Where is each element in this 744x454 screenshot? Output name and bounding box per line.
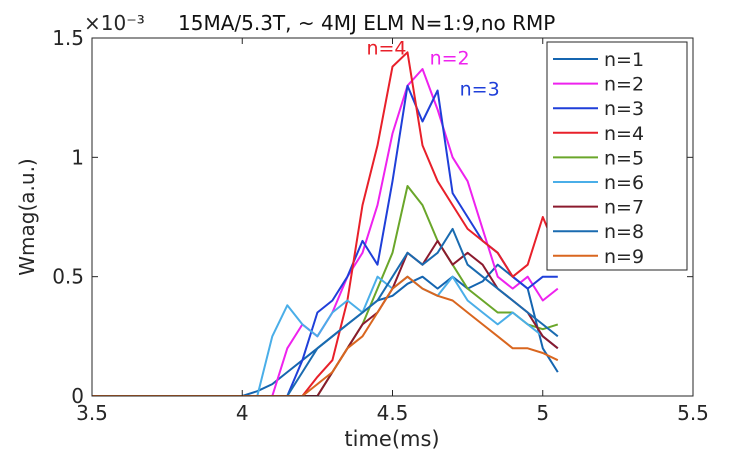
- x-tick-label: 5.5: [677, 401, 709, 425]
- series-annotation: n=4: [366, 38, 406, 60]
- legend-label: n=5: [604, 147, 644, 169]
- legend-label: n=3: [604, 98, 644, 120]
- x-tick-label: 3.5: [76, 401, 108, 425]
- legend-items: n=1 n=2n=3 n=4n=5 n=6 n=7n=8 n=9: [553, 49, 644, 268]
- legend-item: n=7: [553, 197, 644, 219]
- legend-label: n=4: [604, 123, 644, 145]
- series-line-n-3: [92, 84, 558, 396]
- legend-item: n=1: [553, 49, 644, 71]
- series-layer: [92, 51, 559, 396]
- series-line-n-1: [92, 263, 559, 396]
- legend-item: n=2: [553, 74, 644, 96]
- legend: n=1 n=2n=3 n=4n=5 n=6 n=7n=8 n=9: [546, 41, 688, 271]
- series-line-n-7: [92, 239, 559, 396]
- legend-item: n=5: [553, 147, 644, 169]
- legend-label: n=2: [604, 74, 644, 96]
- annotations: n=4 n=2 n=3: [366, 38, 499, 101]
- x-tick-label: 5: [536, 401, 549, 425]
- series-annotation: n=2: [430, 47, 470, 69]
- legend-label: n=8: [604, 221, 644, 243]
- x-tick-label: 4.5: [377, 401, 409, 425]
- axis-ticks: 3.5 4 4.5 5 5.5 0 0.5 1 1.5: [52, 26, 709, 425]
- series-line-n-5: [92, 185, 559, 396]
- legend-item: n=6: [553, 172, 644, 194]
- legend-label: n=7: [604, 197, 644, 219]
- y-tick-label: 0.5: [52, 265, 84, 289]
- legend-label: n=9: [604, 246, 644, 268]
- legend-item: n=9: [553, 246, 644, 268]
- series-line-n-8: [92, 227, 559, 396]
- y-axis-label: Wmag(a.u.): [15, 158, 39, 275]
- x-tick-label: 4: [236, 401, 249, 425]
- legend-item: n=4: [553, 123, 644, 145]
- series-line-n-4: [92, 51, 559, 396]
- y-tick-label: 0: [71, 384, 84, 408]
- series-annotation: n=3: [460, 78, 500, 100]
- y-tick-label: 1.5: [52, 26, 84, 50]
- legend-item: n=8: [553, 221, 644, 243]
- legend-label: n=6: [604, 172, 644, 194]
- x-axis-label: time(ms): [344, 427, 439, 451]
- legend-label: n=1: [604, 49, 644, 71]
- legend-item: n=3: [553, 98, 644, 120]
- series-line-n-2: [92, 68, 559, 396]
- series-line-n-9: [92, 275, 559, 396]
- y-axis-exponent: ×10⁻³: [84, 11, 145, 35]
- y-tick-label: 1: [71, 145, 84, 169]
- chart-title: 15MA/5.3T, ~ 4MJ ELM N=1:9,no RMP: [178, 11, 555, 35]
